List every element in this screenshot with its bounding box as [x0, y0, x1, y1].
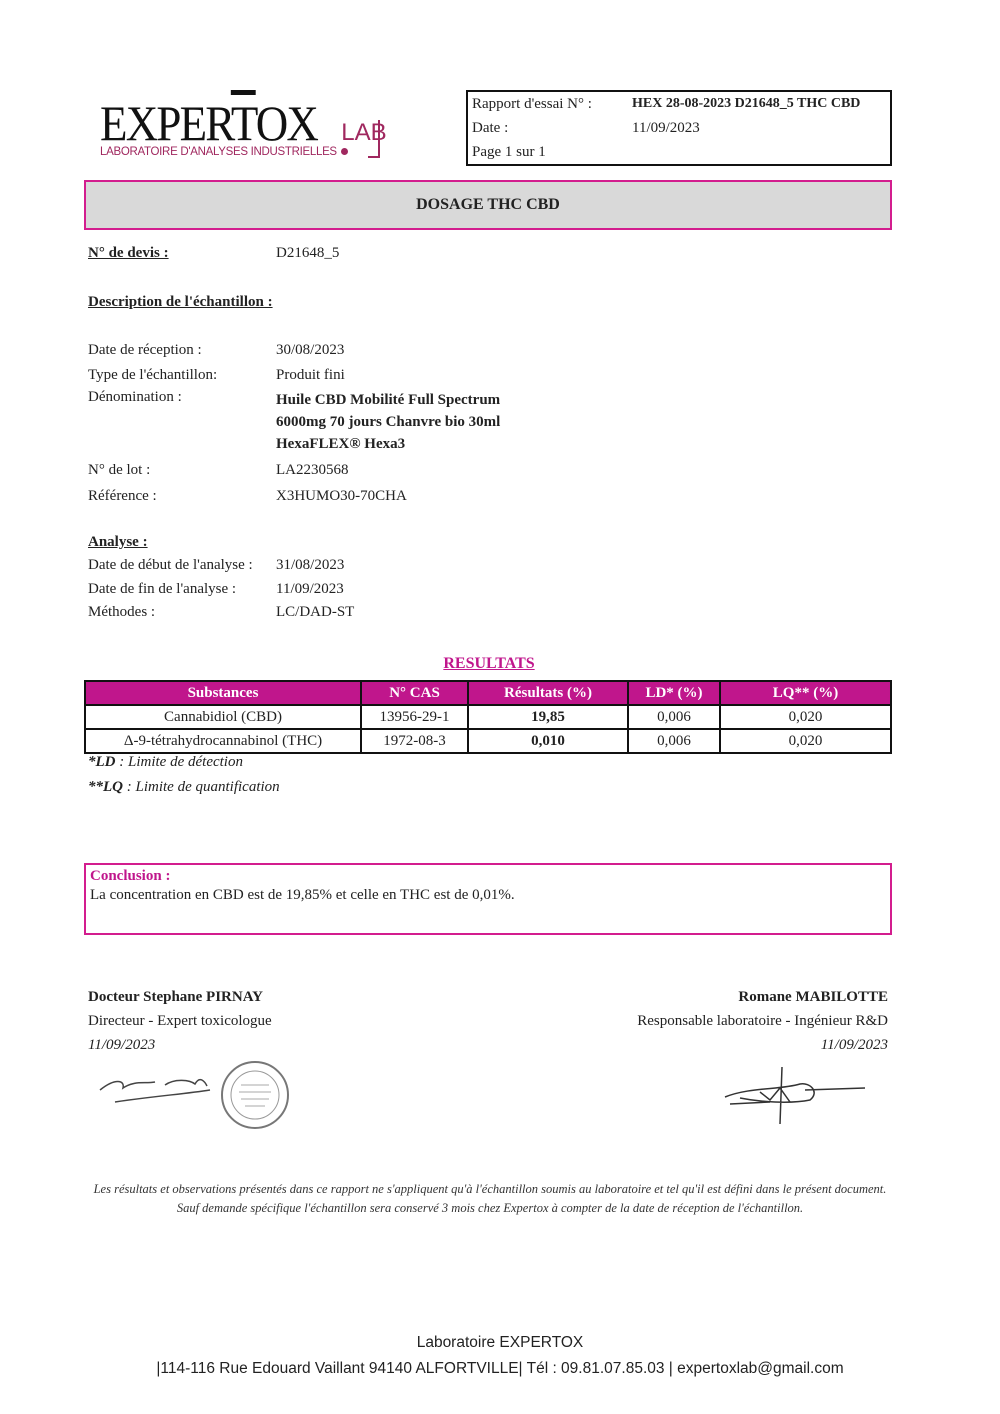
devis-label: N° de devis : — [88, 245, 169, 261]
logo-subtitle: LABORATOIRE D'ANALYSES INDUSTRIELLES — [100, 146, 390, 158]
denomination-label: Dénomination : — [88, 389, 182, 405]
type-label: Type de l'échantillon: — [88, 367, 218, 383]
table-cell: Cannabidiol (CBD) — [84, 704, 362, 730]
methods-label: Méthodes : — [88, 604, 156, 620]
denomination-value: Huile CBD Mobilité Full Spectrum 6000mg … — [276, 389, 500, 455]
report-value: 11/09/2023 — [632, 120, 700, 136]
end-label: Date de fin de l'analyse : — [88, 581, 237, 597]
table-cell: 0,006 — [627, 728, 721, 754]
column-header: LD* (%) — [627, 680, 721, 706]
report-row: Date : 11/09/2023 — [468, 116, 890, 140]
footer: Laboratoire EXPERTOX |114-116 Rue Edouar… — [0, 1330, 1000, 1382]
conclusion-text: La concentration en CBD est de 19,85% et… — [90, 887, 515, 903]
table-row: Δ-9-tétrahydrocannabinol (THC) 1972-08-3… — [84, 728, 892, 754]
disclaimer: Les résultats et observations présentés … — [93, 1182, 887, 1215]
signatory-role: Responsable laboratoire - Ingénieur R&D — [637, 1013, 888, 1029]
description-heading: Description de l'échantillon : — [88, 294, 273, 310]
reference-value: X3HUMO30-70CHA — [276, 488, 407, 504]
table-cell: 0,006 — [627, 704, 721, 730]
methods-value: LC/DAD-ST — [276, 604, 355, 620]
column-header: Résultats (%) — [467, 680, 629, 706]
start-label: Date de début de l'analyse : — [88, 557, 253, 573]
logo-part: OX — [255, 95, 319, 151]
table-row: Cannabidiol (CBD) 13956-29-1 19,85 0,006… — [84, 704, 892, 730]
note-text: : Limite de détection — [115, 754, 243, 770]
logo-wordmark: EXPERTOX — [100, 95, 319, 151]
note-text: : Limite de quantification — [123, 779, 280, 795]
end-value: 11/09/2023 — [276, 581, 344, 597]
results-table: Substances N° CAS Résultats (%) LD* (%) … — [84, 680, 892, 754]
logo-part: T — [230, 95, 258, 151]
report-label: Date : — [472, 120, 509, 136]
signatory-date: 11/09/2023 — [820, 1037, 888, 1053]
note-key: **LQ — [88, 779, 123, 795]
report-value: HEX 28-08-2023 D21648_5 THC CBD — [632, 96, 861, 111]
analyse-heading: Analyse : — [88, 534, 148, 550]
denomination-line: HexaFLEX® Hexa3 — [276, 436, 406, 452]
logo-bracket-decoration — [368, 120, 380, 158]
start-value: 31/08/2023 — [276, 557, 345, 573]
lot-value: LA2230568 — [276, 462, 349, 478]
reception-label: Date de réception : — [88, 342, 202, 358]
type-value: Produit fini — [276, 367, 345, 383]
report-info-box: Rapport d'essai N° : HEX 28-08-2023 D2164… — [466, 90, 892, 166]
report-label: Rapport d'essai N° : — [472, 96, 592, 112]
signatory-left: Docteur Stephane PIRNAY Directeur - Expe… — [88, 985, 272, 1057]
signatory-date: 11/09/2023 — [88, 1037, 156, 1053]
table-header-row: Substances N° CAS Résultats (%) LD* (%) … — [84, 680, 892, 706]
logo-dot-icon — [340, 148, 348, 156]
table-cell: 0,010 — [467, 728, 629, 754]
expertox-logo: EXPERTOX LAB LABORATOIRE D'ANALYSES INDUS… — [100, 98, 390, 168]
report-value — [632, 140, 890, 164]
denomination-line: Huile CBD Mobilité Full Spectrum — [276, 392, 501, 408]
document-title: DOSAGE THC CBD — [84, 180, 892, 230]
signatory-right: Romane MABILOTTE Responsable laboratoire… — [637, 985, 888, 1057]
logo-subtitle-text: LABORATOIRE D'ANALYSES INDUSTRIELLES — [100, 146, 337, 158]
footer-lab-name: Laboratoire EXPERTOX — [416, 1334, 584, 1351]
column-header: N° CAS — [360, 680, 469, 706]
table-cell: 0,020 — [719, 704, 892, 730]
note-key: *LD — [88, 754, 116, 770]
report-label: Page 1 sur 1 — [472, 144, 546, 160]
footer-contact: |114-116 Rue Edouard Vaillant 94140 ALFO… — [156, 1360, 844, 1377]
reception-value: 30/08/2023 — [276, 342, 345, 358]
column-header: Substances — [84, 680, 362, 706]
report-row: Rapport d'essai N° : HEX 28-08-2023 D2164… — [468, 92, 890, 116]
report-row: Page 1 sur 1 — [468, 140, 890, 164]
table-cell: 19,85 — [467, 704, 629, 730]
results-title: RESULTATS — [443, 655, 535, 672]
conclusion-box: Conclusion : La concentration en CBD est… — [84, 863, 892, 935]
table-cell: 13956-29-1 — [360, 704, 469, 730]
denomination-line: 6000mg 70 jours Chanvre bio 30ml — [276, 414, 501, 430]
signatory-name: Romane MABILOTTE — [738, 989, 888, 1005]
logo-part: EXPER — [100, 95, 233, 151]
column-header: LQ** (%) — [719, 680, 892, 706]
reference-label: Référence : — [88, 488, 157, 504]
table-cell: 0,020 — [719, 728, 892, 754]
table-cell: Δ-9-tétrahydrocannabinol (THC) — [84, 728, 362, 754]
signature-stamp-left — [99, 1061, 289, 1129]
ld-note: *LD : Limite de détection — [88, 754, 243, 771]
signature-right — [724, 1066, 866, 1125]
lq-note: **LQ : Limite de quantification — [88, 779, 280, 796]
signatory-name: Docteur Stephane PIRNAY — [88, 989, 264, 1005]
lot-label: N° de lot : — [88, 462, 151, 478]
devis-value: D21648_5 — [276, 245, 340, 261]
table-cell: 1972-08-3 — [360, 728, 469, 754]
signatory-role: Directeur - Expert toxicologue — [88, 1013, 272, 1029]
conclusion-heading: Conclusion : — [90, 868, 171, 884]
